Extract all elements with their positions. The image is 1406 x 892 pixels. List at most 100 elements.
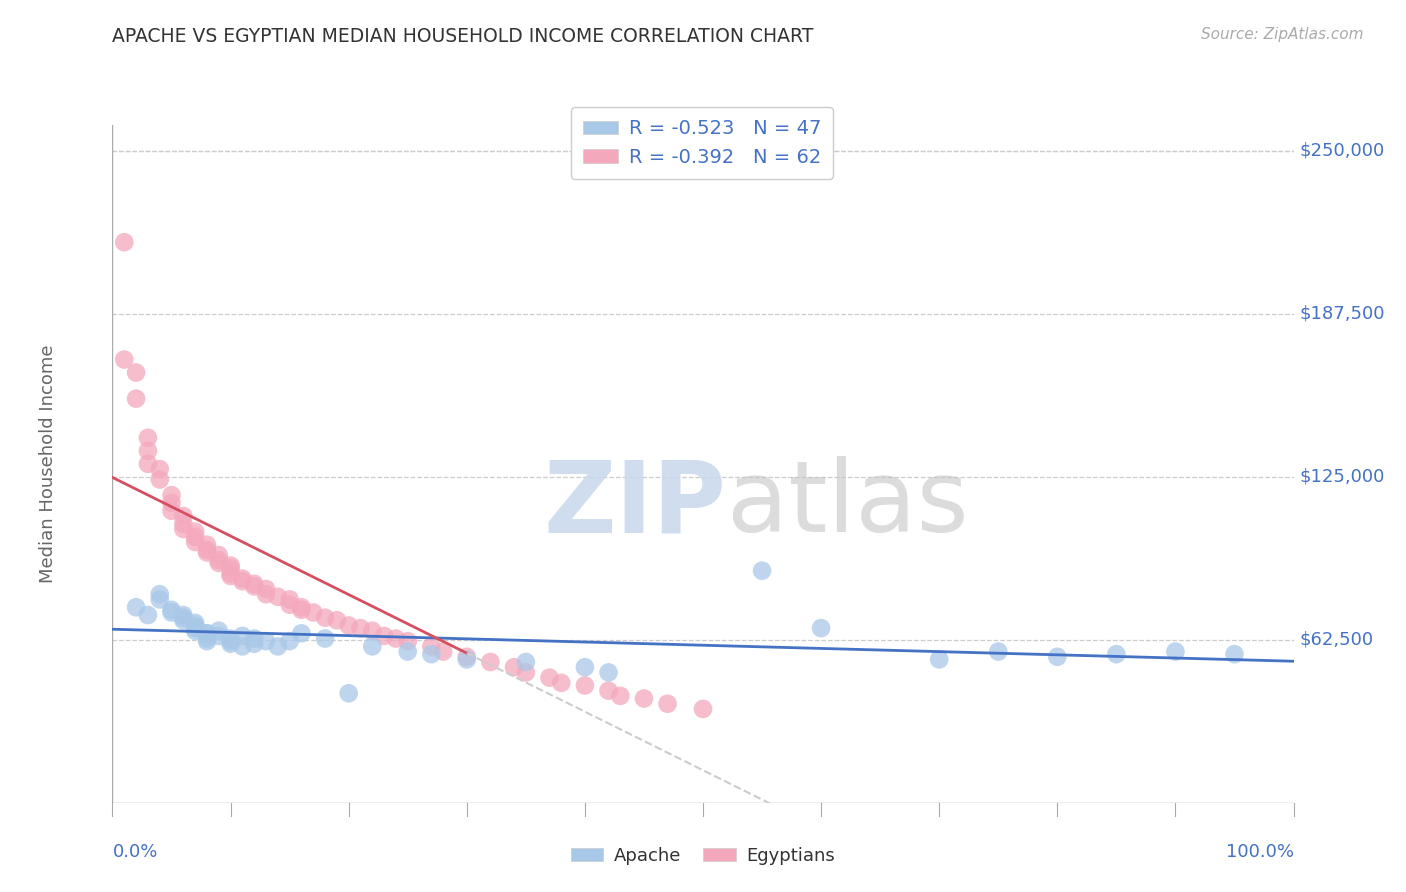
Point	[574, 660, 596, 674]
Point	[112, 235, 135, 250]
Point	[149, 592, 172, 607]
Point	[219, 558, 242, 573]
Point	[112, 352, 135, 367]
Point	[136, 431, 159, 445]
Point	[195, 632, 218, 646]
Point	[337, 618, 360, 632]
Text: APACHE VS EGYPTIAN MEDIAN HOUSEHOLD INCOME CORRELATION CHART: APACHE VS EGYPTIAN MEDIAN HOUSEHOLD INCO…	[112, 27, 814, 45]
Point	[254, 587, 277, 601]
Point	[172, 608, 194, 623]
Point	[267, 640, 290, 654]
Point	[172, 508, 194, 523]
Point	[231, 574, 253, 589]
Point	[184, 530, 207, 544]
Point	[149, 473, 172, 487]
Point	[479, 655, 502, 669]
Point	[208, 624, 231, 638]
Point	[172, 613, 194, 627]
Point	[928, 652, 950, 666]
Point	[302, 606, 325, 620]
Point	[219, 561, 242, 575]
Point	[278, 634, 301, 648]
Point	[574, 678, 596, 692]
Point	[337, 686, 360, 700]
Point	[254, 634, 277, 648]
Point	[219, 569, 242, 583]
Point	[208, 553, 231, 567]
Legend: Apache, Egyptians: Apache, Egyptians	[564, 839, 842, 871]
Point	[432, 644, 454, 658]
Text: atlas: atlas	[727, 456, 969, 553]
Point	[243, 576, 266, 591]
Point	[125, 600, 148, 615]
Point	[149, 587, 172, 601]
Point	[219, 632, 242, 646]
Point	[184, 524, 207, 539]
Text: $187,500: $187,500	[1299, 305, 1385, 323]
Point	[373, 629, 395, 643]
Text: $250,000: $250,000	[1299, 142, 1385, 160]
Point	[420, 647, 443, 661]
Point	[243, 637, 266, 651]
Point	[1164, 644, 1187, 658]
Point	[195, 634, 218, 648]
Point	[184, 621, 207, 635]
Point	[184, 624, 207, 638]
Point	[254, 582, 277, 596]
Point	[172, 522, 194, 536]
Point	[208, 629, 231, 643]
Point	[231, 572, 253, 586]
Point	[515, 655, 537, 669]
Point	[195, 538, 218, 552]
Point	[420, 640, 443, 654]
Point	[598, 665, 620, 680]
Point	[751, 564, 773, 578]
Point	[195, 626, 218, 640]
Point	[208, 548, 231, 562]
Text: 100.0%: 100.0%	[1226, 844, 1294, 862]
Point	[361, 640, 384, 654]
Point	[609, 689, 631, 703]
Point	[160, 504, 183, 518]
Point	[987, 644, 1010, 658]
Point	[456, 649, 478, 664]
Point	[243, 579, 266, 593]
Point	[267, 590, 290, 604]
Point	[125, 392, 148, 406]
Point	[184, 615, 207, 630]
Point	[184, 618, 207, 632]
Point	[314, 610, 336, 624]
Point	[1223, 647, 1246, 661]
Point	[598, 683, 620, 698]
Point	[810, 621, 832, 635]
Point	[326, 613, 349, 627]
Text: Median Household Income: Median Household Income	[38, 344, 56, 583]
Point	[503, 660, 526, 674]
Point	[396, 644, 419, 658]
Point	[290, 603, 312, 617]
Point	[136, 443, 159, 458]
Point	[160, 603, 183, 617]
Point	[290, 600, 312, 615]
Point	[136, 457, 159, 471]
Point	[538, 671, 561, 685]
Point	[396, 634, 419, 648]
Point	[160, 488, 183, 502]
Point	[208, 556, 231, 570]
Point	[243, 632, 266, 646]
Text: 0.0%: 0.0%	[112, 844, 157, 862]
Point	[184, 535, 207, 549]
Point	[633, 691, 655, 706]
Point	[290, 626, 312, 640]
Point	[149, 462, 172, 476]
Point	[692, 702, 714, 716]
Point	[278, 598, 301, 612]
Point	[219, 634, 242, 648]
Point	[172, 516, 194, 531]
Point	[385, 632, 408, 646]
Text: Source: ZipAtlas.com: Source: ZipAtlas.com	[1201, 27, 1364, 42]
Point	[160, 606, 183, 620]
Point	[361, 624, 384, 638]
Point	[515, 665, 537, 680]
Point	[219, 637, 242, 651]
